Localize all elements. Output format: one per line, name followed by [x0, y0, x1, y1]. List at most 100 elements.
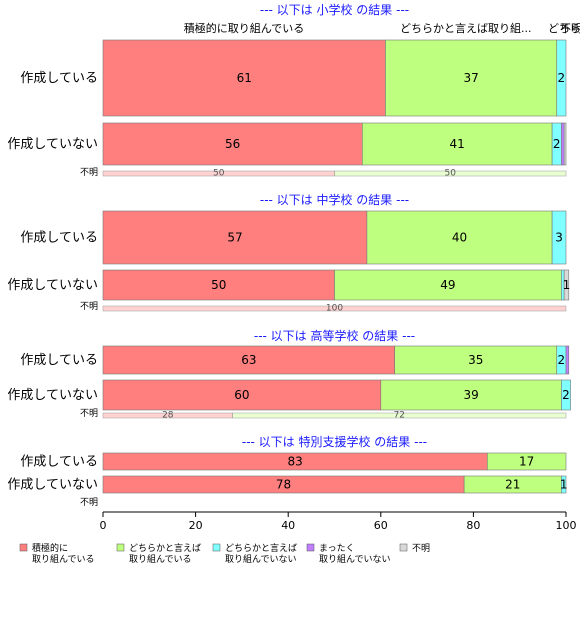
- bar-segment: [563, 122, 567, 166]
- row-label: 作成している: [20, 71, 98, 86]
- bar-value-label: 78: [276, 478, 291, 492]
- row-1: 作成していない 56 41 2: [7, 122, 567, 166]
- bar-segment: [102, 345, 395, 375]
- legend-label: 取り組んでいる: [32, 553, 95, 565]
- bar-segment: [102, 269, 335, 301]
- unknown-value-label: 72: [394, 411, 405, 421]
- row-label: 作成している: [20, 231, 98, 246]
- row-0: 作成している 63 35 2: [20, 345, 570, 375]
- x-axis: 0 20 40 60 80 100: [100, 511, 577, 532]
- unknown-bar-segment: [102, 305, 567, 312]
- row-label: 作成している: [20, 455, 98, 470]
- bar-value-label: 39: [463, 388, 478, 402]
- x-tick-label: 60: [374, 519, 388, 532]
- bar-segment: [486, 452, 567, 471]
- bar-value-label: 2: [562, 388, 570, 402]
- row-1: 作成していない 78 21 1: [7, 475, 568, 494]
- bar-segment: [561, 122, 565, 166]
- bar-value-label: 2: [558, 71, 566, 85]
- header-label: どちらかと言えば取り組...: [400, 22, 532, 35]
- unknown-value-label: 50: [213, 169, 225, 179]
- bar-value-label: 35: [468, 353, 483, 367]
- legend-swatch: [306, 543, 315, 552]
- bar-value-label: 1: [563, 278, 571, 292]
- bar-value-label: 61: [237, 71, 252, 85]
- bar-segment: [394, 345, 558, 375]
- bar-segment: [561, 475, 567, 494]
- section-2: --- 以下は 高等学校 の結果 --- 作成している 63 35 2 作成していない 60…: [7, 328, 571, 421]
- bar-value-label: 57: [227, 231, 242, 245]
- bar-value-label: 49: [440, 278, 455, 292]
- section-3: --- 以下は 特別支援学校 の結果 --- 作成している 83 17 作成していない 7…: [7, 434, 567, 508]
- bar-value-label: 60: [234, 388, 249, 402]
- bar-value-label: 50: [211, 278, 226, 292]
- x-tick-label: 40: [281, 519, 295, 532]
- legend-swatch: [116, 543, 125, 552]
- row-0: 作成している 57 40 3: [20, 210, 567, 265]
- section-0: --- 以下は 小学校 の結果 --- 作成している 61 37 2 作成していない 56 4…: [7, 2, 567, 179]
- legend-label: 取り組んでいる: [129, 553, 192, 565]
- bar-segment: [561, 379, 571, 411]
- row-label: 作成していない: [7, 137, 98, 152]
- bar-value-label: 56: [225, 137, 240, 151]
- row-label: 作成していない: [7, 478, 98, 493]
- section-title: --- 以下は 小学校 の結果 ---: [260, 2, 409, 17]
- section-title: --- 以下は 中学校 の結果 ---: [260, 192, 409, 207]
- row-0: 作成している 61 37 2: [20, 39, 567, 117]
- unknown-row-label: 不明: [80, 497, 98, 508]
- legend-label: まったく: [319, 543, 355, 554]
- bar-value-label: 41: [450, 137, 465, 151]
- bar-segment: [102, 379, 382, 411]
- bar-value-label: 2: [558, 353, 566, 367]
- bar-segment: [366, 210, 553, 265]
- legend-swatch: [212, 543, 221, 552]
- row-label: 作成していない: [7, 388, 98, 403]
- bar-segment: [102, 210, 368, 265]
- legend-label: どちらかと言えば: [129, 542, 201, 554]
- header-label: どちら...: [548, 22, 580, 35]
- unknown-row-label: 不明: [80, 408, 98, 419]
- unknown-value-label: 28: [162, 411, 174, 421]
- legend-label: 取り組んでいない: [225, 553, 297, 565]
- legend-item: 積極的に取り組んでいる: [19, 542, 95, 565]
- legend-item: 不明: [399, 543, 430, 554]
- row-1: 作成していない 50 49 1: [7, 269, 571, 301]
- bar-segment: [102, 122, 363, 166]
- row-1: 作成していない 60 39 2: [7, 379, 571, 411]
- bar-value-label: 40: [452, 231, 467, 245]
- bar-value-label: 3: [555, 231, 563, 245]
- unknown-row-label: 不明: [80, 167, 98, 178]
- legend-label: 不明: [412, 543, 430, 554]
- bar-value-label: 63: [241, 353, 256, 367]
- bar-segment: [563, 269, 570, 301]
- unknown-row-label: 不明: [80, 301, 98, 312]
- bar-value-label: 83: [288, 455, 303, 469]
- bar-segment: [361, 122, 553, 166]
- bar-segment: [102, 39, 386, 117]
- bar-segment: [380, 379, 562, 411]
- top-labels: 積極的に取り組んでいる どちらかと言えば取り組... どちら...不明: [184, 21, 580, 35]
- x-tick-label: 20: [189, 519, 203, 532]
- row-label: 作成していない: [7, 278, 98, 293]
- bar-segment: [385, 39, 558, 117]
- unknown-value-label: 100: [326, 304, 343, 314]
- header-label: 不明: [560, 22, 580, 35]
- legend-swatch: [399, 543, 408, 552]
- unknown-value-label: 50: [445, 169, 457, 179]
- bar-segment: [565, 345, 570, 375]
- x-tick-label: 80: [466, 519, 480, 532]
- section-title: --- 以下は 高等学校 の結果 ---: [254, 328, 415, 343]
- section-1: --- 以下は 中学校 の結果 --- 作成している 57 40 3 作成していない 50 4…: [7, 192, 570, 314]
- row-label: 作成している: [20, 353, 98, 368]
- bar-value-label: 37: [463, 71, 478, 85]
- bar-value-label: 21: [505, 478, 520, 492]
- bar-value-label: 1: [560, 478, 568, 492]
- unknown-bar-segment: [232, 412, 567, 419]
- x-tick-label: 0: [100, 519, 107, 532]
- legend-swatch: [19, 543, 28, 552]
